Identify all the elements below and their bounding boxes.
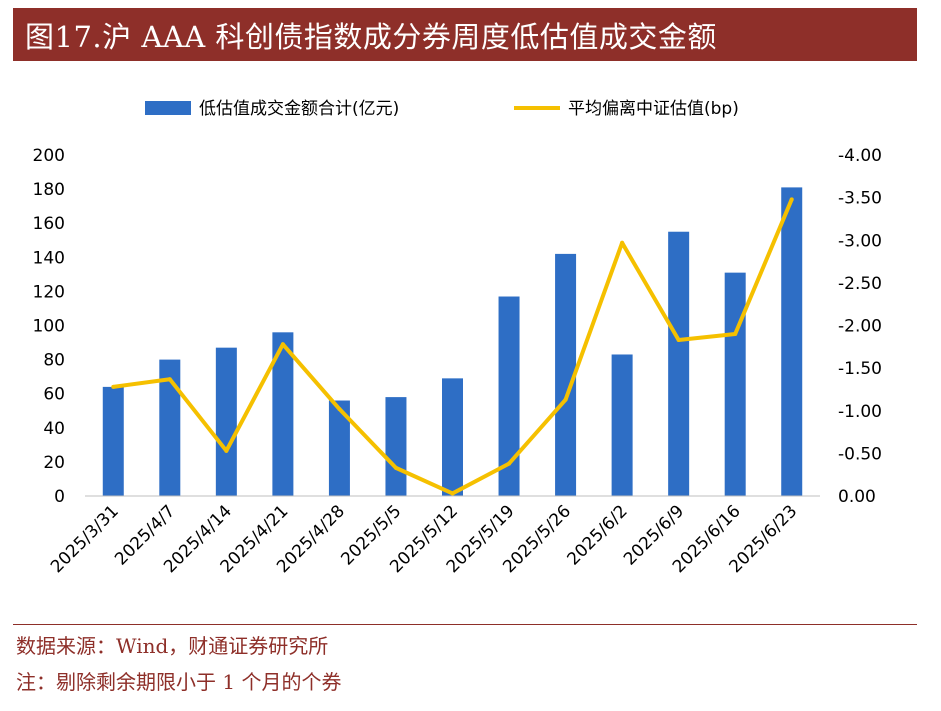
bar: [555, 253, 577, 496]
y-right-tick-label: -2.00: [838, 317, 882, 337]
bar: [102, 386, 124, 496]
y-right-tick-label: -1.50: [838, 359, 882, 379]
y-left-tick-label: 160: [33, 214, 65, 234]
line-point: [393, 465, 398, 470]
y-right-tick-label: -2.50: [838, 274, 882, 294]
y-right-tick-label: -3.00: [838, 231, 882, 251]
y-left-tick-label: 60: [43, 385, 65, 405]
bar: [781, 187, 803, 496]
bar: [442, 378, 463, 496]
line-point: [224, 448, 229, 453]
line-series: [111, 197, 794, 496]
bar: [159, 359, 181, 496]
line-point: [733, 332, 738, 337]
bar: [724, 272, 746, 496]
y-left-tick-label: 20: [43, 453, 65, 473]
line-point: [563, 397, 568, 402]
line-point: [789, 197, 794, 202]
y-left-tick-label: 120: [33, 282, 65, 302]
bar: [498, 296, 520, 496]
line-point: [507, 461, 512, 466]
bar: [611, 354, 633, 496]
footnote: 注：剔除剩余期限小于 1 个月的个券: [16, 670, 342, 694]
divider: [13, 624, 917, 625]
legend: 低估值成交金额合计(亿元) 平均偏离中证估值(bp): [145, 99, 739, 119]
line-point: [620, 240, 625, 245]
y-left-tick-label: 200: [33, 146, 65, 166]
y-right-tick-label: -3.50: [838, 189, 882, 209]
line-point: [676, 337, 681, 342]
x-axis: 2025/3/312025/4/72025/4/142025/4/212025/…: [47, 495, 820, 577]
bar: [668, 231, 690, 496]
x-tick-label: 2025/6/2: [564, 501, 632, 569]
y-left-tick-label: 80: [43, 351, 65, 371]
legend-label-line: 平均偏离中证估值(bp): [568, 99, 739, 119]
y-right-tick-label: -0.50: [838, 444, 882, 464]
chart-title: 图17.沪 AAA 科创债指数成分券周度低估值成交金额: [25, 19, 717, 54]
y-right-tick-label: 0.00: [838, 487, 876, 507]
y-left-tick-label: 100: [33, 317, 65, 337]
title-bar: 图17.沪 AAA 科创债指数成分券周度低估值成交金额: [13, 8, 917, 61]
bar: [215, 347, 237, 496]
bar: [385, 397, 407, 496]
bar-series: [102, 187, 803, 496]
bar: [272, 332, 294, 496]
y-axis-right: -4.00 -3.50 -3.00 -2.50 -2.00 -1.50 -1.00 -0.50…: [838, 146, 882, 507]
y-right-tick-label: -4.00: [838, 146, 882, 166]
y-left-tick-label: 140: [33, 248, 65, 268]
legend-swatch-bar: [145, 101, 191, 115]
line-point: [167, 377, 172, 382]
y-right-tick-label: -1.00: [838, 402, 882, 422]
legend-label-bar: 低估值成交金额合计(亿元): [199, 99, 399, 119]
source-note: 数据来源：Wind，财通证券研究所: [16, 634, 329, 658]
line-point: [111, 384, 116, 389]
line-point: [450, 491, 455, 496]
y-left-tick-label: 40: [43, 419, 65, 439]
bar: [328, 400, 350, 496]
y-left-tick-label: 0: [54, 487, 65, 507]
x-tick-label: 2025/3/31: [47, 501, 123, 577]
chart: 低估值成交金额合计(亿元) 平均偏离中证估值(bp) 20018016014012…: [33, 99, 882, 577]
line-point: [337, 407, 342, 412]
y-left-tick-label: 180: [33, 180, 65, 200]
line-point: [280, 342, 285, 347]
